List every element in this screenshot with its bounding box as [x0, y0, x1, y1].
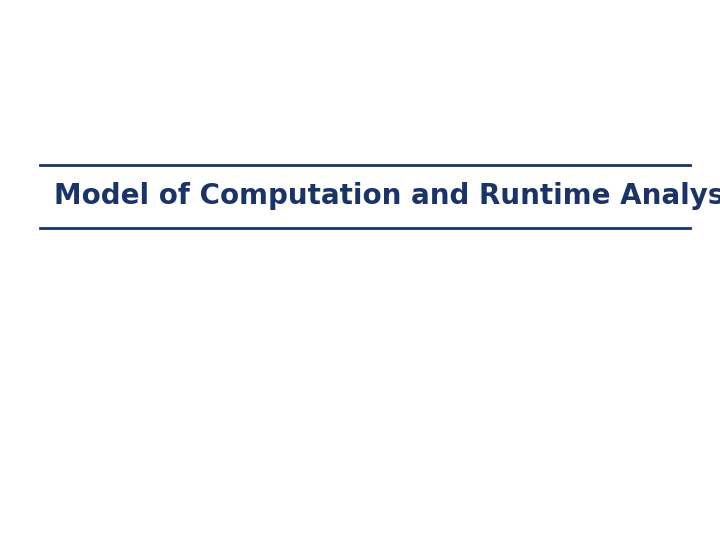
Text: Model of Computation and Runtime Analysis: Model of Computation and Runtime Analysi…: [54, 182, 720, 210]
